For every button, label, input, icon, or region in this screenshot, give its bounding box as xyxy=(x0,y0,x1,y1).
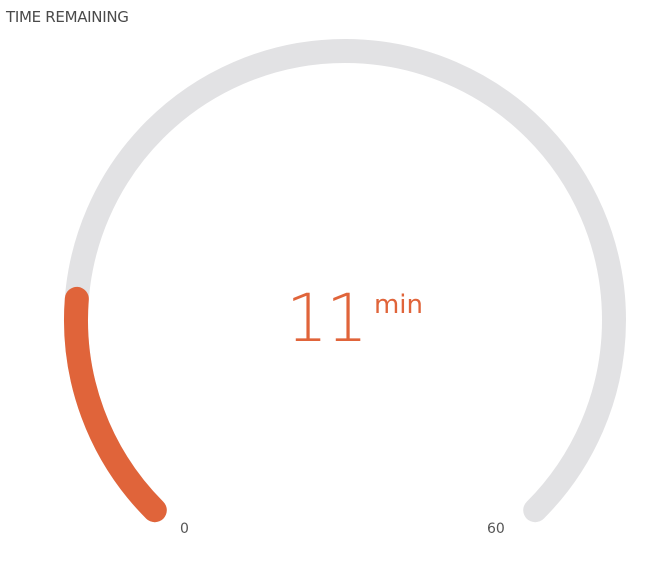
gauge-min-label: 0 xyxy=(180,521,189,537)
gauge-value: 11 min xyxy=(286,286,423,352)
value-unit: min xyxy=(373,290,424,320)
gauge-fill xyxy=(64,286,167,523)
gauge-max-label: 60 xyxy=(487,521,505,537)
widget-title: TIME REMAINING xyxy=(6,8,129,26)
value-number: 11 xyxy=(286,280,368,357)
